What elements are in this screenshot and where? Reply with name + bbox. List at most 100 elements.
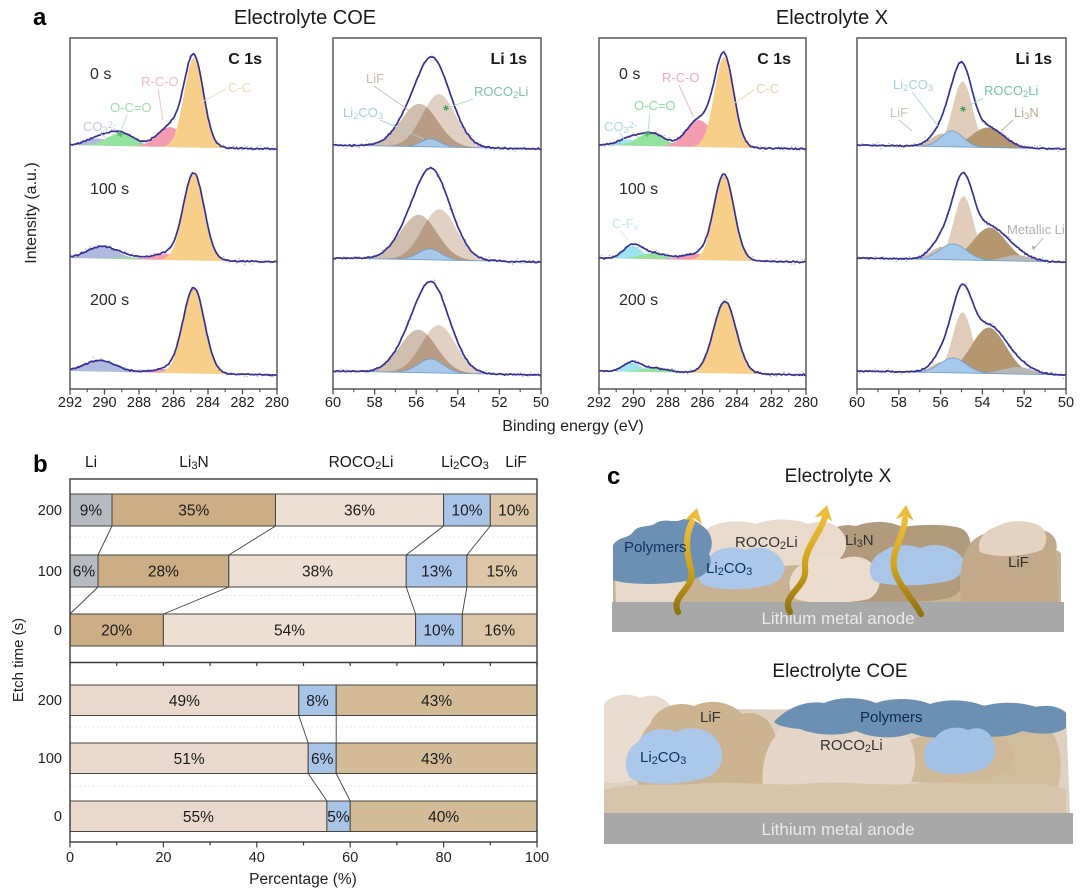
svg-text:Metallic Li: Metallic Li bbox=[1007, 222, 1065, 237]
svg-text:0: 0 bbox=[66, 850, 74, 866]
svg-text:10%: 10% bbox=[451, 503, 482, 520]
svg-text:10%: 10% bbox=[423, 623, 454, 640]
svg-text:292: 292 bbox=[58, 395, 82, 411]
svg-text:292: 292 bbox=[587, 395, 611, 411]
svg-text:Percentage (%): Percentage (%) bbox=[249, 871, 357, 888]
svg-text:R-C-O: R-C-O bbox=[662, 70, 700, 85]
svg-text:40%: 40% bbox=[428, 809, 459, 826]
svg-text:a: a bbox=[33, 4, 47, 31]
svg-text:Electrolyte COE: Electrolyte COE bbox=[772, 661, 907, 682]
svg-text:O-C=O: O-C=O bbox=[110, 100, 152, 115]
svg-text:Li2CO3: Li2CO3 bbox=[640, 749, 686, 767]
svg-text:284: 284 bbox=[725, 395, 749, 411]
svg-text:20: 20 bbox=[155, 850, 171, 866]
svg-text:54: 54 bbox=[974, 395, 990, 411]
svg-text:0: 0 bbox=[54, 809, 62, 825]
svg-text:80: 80 bbox=[436, 850, 452, 866]
svg-text:Li3N: Li3N bbox=[179, 454, 209, 472]
svg-text:52: 52 bbox=[1016, 395, 1032, 411]
svg-text:Li2CO3: Li2CO3 bbox=[441, 454, 489, 472]
svg-text:ROCO2Li: ROCO2Li bbox=[329, 454, 394, 472]
svg-text:43%: 43% bbox=[421, 751, 452, 768]
svg-text:ROCO2Li: ROCO2Li bbox=[820, 737, 883, 755]
svg-text:100: 100 bbox=[38, 564, 62, 580]
svg-text:Polymers: Polymers bbox=[624, 539, 687, 556]
svg-text:Li3N: Li3N bbox=[845, 532, 874, 550]
svg-text:35%: 35% bbox=[178, 503, 209, 520]
svg-text:C 1s: C 1s bbox=[757, 51, 791, 68]
svg-text:CO32-: CO32- bbox=[604, 119, 637, 135]
svg-text:5%: 5% bbox=[327, 809, 350, 826]
svg-text:50: 50 bbox=[533, 395, 549, 411]
svg-text:0 s: 0 s bbox=[619, 66, 640, 83]
svg-text:282: 282 bbox=[759, 395, 783, 411]
svg-text:54%: 54% bbox=[274, 623, 305, 640]
svg-text:36%: 36% bbox=[344, 503, 375, 520]
svg-text:43%: 43% bbox=[421, 693, 452, 710]
svg-text:280: 280 bbox=[794, 395, 818, 411]
svg-text:Electrolyte COE: Electrolyte COE bbox=[234, 7, 376, 29]
svg-text:56: 56 bbox=[408, 395, 424, 411]
svg-text:C 1s: C 1s bbox=[228, 51, 262, 68]
svg-text:55%: 55% bbox=[183, 809, 214, 826]
svg-text:b: b bbox=[33, 451, 48, 478]
svg-text:200 s: 200 s bbox=[619, 292, 658, 309]
svg-text:16%: 16% bbox=[484, 623, 515, 640]
svg-text:8%: 8% bbox=[306, 693, 329, 710]
svg-text:Polymers: Polymers bbox=[860, 709, 923, 726]
svg-text:60: 60 bbox=[342, 850, 358, 866]
svg-text:LiF: LiF bbox=[1008, 554, 1029, 571]
svg-text:LiF: LiF bbox=[366, 71, 384, 86]
svg-text:Lithium metal anode: Lithium metal anode bbox=[761, 820, 914, 839]
svg-text:Electrolyte X: Electrolyte X bbox=[776, 7, 888, 29]
svg-text:56: 56 bbox=[933, 395, 949, 411]
svg-text:6%: 6% bbox=[311, 751, 334, 768]
svg-text:200: 200 bbox=[38, 503, 62, 519]
svg-text:58: 58 bbox=[891, 395, 907, 411]
svg-text:LiF: LiF bbox=[505, 454, 527, 471]
svg-text:ROCO2Li: ROCO2Li bbox=[735, 534, 798, 552]
svg-text:Etch time (s): Etch time (s) bbox=[10, 618, 27, 702]
svg-text:LiF: LiF bbox=[700, 709, 721, 726]
svg-text:Li2CO3: Li2CO3 bbox=[706, 560, 752, 578]
svg-text:280: 280 bbox=[265, 395, 289, 411]
svg-text:CO32-: CO32- bbox=[83, 119, 116, 135]
svg-text:13%: 13% bbox=[421, 564, 452, 581]
svg-text:15%: 15% bbox=[486, 564, 517, 581]
svg-text:290: 290 bbox=[92, 395, 116, 411]
svg-text:50: 50 bbox=[1058, 395, 1074, 411]
svg-text:51%: 51% bbox=[174, 751, 205, 768]
svg-text:Li2CO3: Li2CO3 bbox=[893, 77, 933, 93]
svg-text:Li3N: Li3N bbox=[1014, 105, 1039, 121]
svg-text:200: 200 bbox=[38, 693, 62, 709]
svg-text:9%: 9% bbox=[80, 503, 103, 520]
svg-text:ROCO2Li: ROCO2Li bbox=[474, 84, 528, 100]
svg-text:20%: 20% bbox=[101, 623, 132, 640]
svg-text:LiF: LiF bbox=[890, 105, 908, 120]
svg-text:Li: Li bbox=[85, 454, 97, 471]
svg-text:O-C=O: O-C=O bbox=[634, 98, 676, 113]
svg-text:Li 1s: Li 1s bbox=[1016, 51, 1053, 68]
svg-text:C-Fx: C-Fx bbox=[612, 216, 639, 232]
svg-text:28%: 28% bbox=[148, 564, 179, 581]
svg-text:200 s: 200 s bbox=[90, 292, 129, 309]
svg-text:100: 100 bbox=[525, 850, 549, 866]
svg-text:54: 54 bbox=[450, 395, 466, 411]
svg-text:288: 288 bbox=[127, 395, 151, 411]
svg-text:58: 58 bbox=[367, 395, 383, 411]
svg-text:C-C: C-C bbox=[228, 80, 251, 95]
svg-text:284: 284 bbox=[196, 395, 220, 411]
svg-text:Lithium metal anode: Lithium metal anode bbox=[761, 609, 914, 628]
svg-text:38%: 38% bbox=[302, 564, 333, 581]
svg-text:60: 60 bbox=[849, 395, 865, 411]
svg-text:60: 60 bbox=[325, 395, 341, 411]
svg-text:Binding energy (eV): Binding energy (eV) bbox=[502, 418, 643, 435]
svg-text:290: 290 bbox=[621, 395, 645, 411]
svg-text:0: 0 bbox=[54, 623, 62, 639]
svg-text:10%: 10% bbox=[498, 503, 529, 520]
svg-text:Intensity (a.u.): Intensity (a.u.) bbox=[23, 162, 40, 263]
svg-text:286: 286 bbox=[161, 395, 185, 411]
svg-text:c: c bbox=[607, 463, 620, 490]
svg-text:R-C-O: R-C-O bbox=[141, 74, 179, 89]
svg-text:52: 52 bbox=[491, 395, 507, 411]
